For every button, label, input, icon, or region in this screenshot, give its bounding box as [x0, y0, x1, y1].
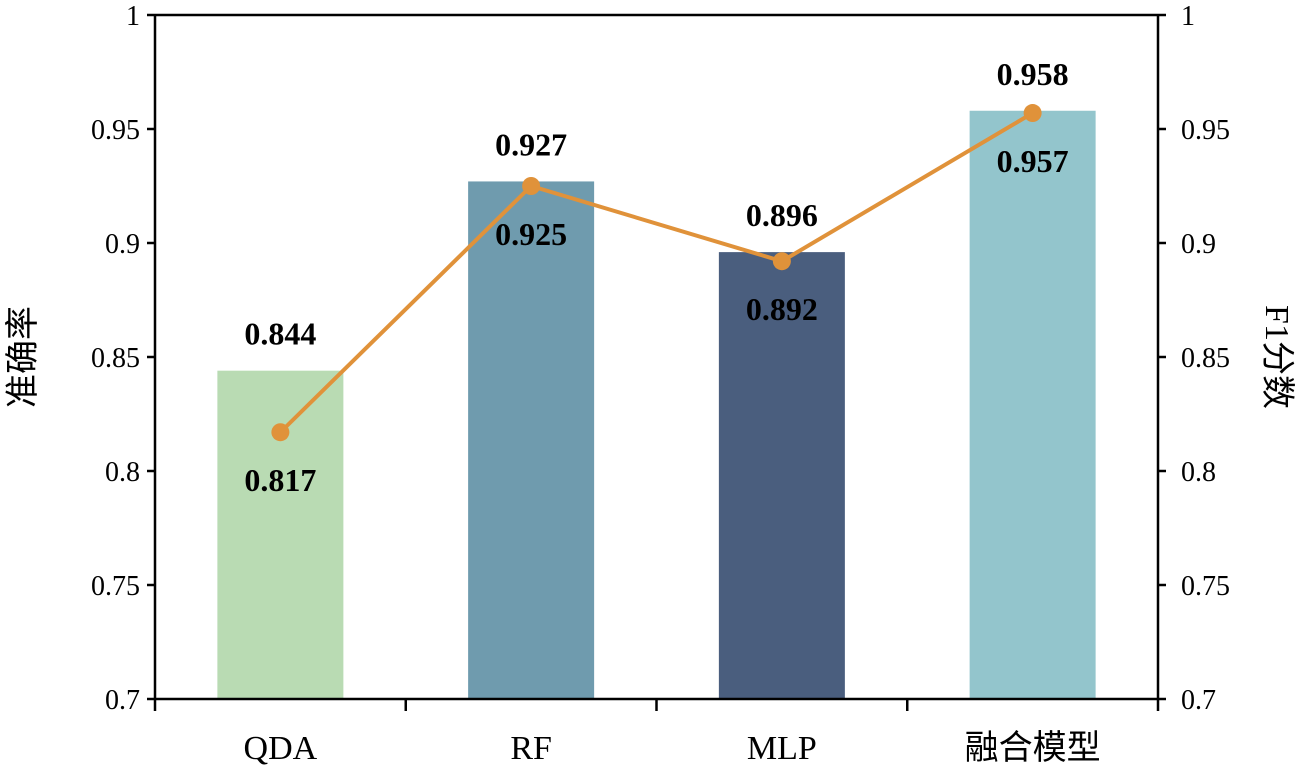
- bar-value-label: 0.958: [997, 56, 1069, 92]
- y-tick-label-left: 1: [126, 1, 140, 32]
- x-tick-label: RF: [510, 730, 552, 767]
- y-tick-label-left: 0.8: [105, 457, 140, 488]
- f1-point-2: [772, 252, 791, 271]
- bar-value-label: 0.844: [244, 316, 316, 352]
- bars-layer: [217, 110, 1096, 699]
- labels-layer: 0.844 0.927 0.896 0.958 0.817 0.925 0.892 0.957: [244, 56, 1068, 498]
- f1-value-label: 0.892: [746, 291, 818, 327]
- bar-1: [468, 181, 595, 699]
- y-tick-label-left: 0.75: [91, 571, 140, 602]
- y-tick-label-left: 0.85: [91, 343, 140, 374]
- x-tick-label: MLP: [747, 730, 817, 767]
- y-axis-title-right: F1分数: [1258, 305, 1296, 409]
- line-layer: [271, 104, 1042, 442]
- axes-layer: 0.7 0.75 0.8 0.85 0.9 0.95 1 0.7 0.75 0.8 0.85 0.9 0…: [91, 1, 1230, 767]
- f1-value-label: 0.957: [997, 143, 1069, 179]
- y-tick-label-right: 1: [1181, 1, 1195, 32]
- bar-0: [217, 370, 344, 699]
- y-tick-label-left: 0.7: [105, 685, 140, 716]
- y-tick-label-right: 0.85: [1181, 343, 1230, 374]
- f1-line: [278, 111, 1034, 434]
- x-tick-label: 融合模型: [965, 729, 1101, 767]
- y-tick-label-right: 0.8: [1181, 457, 1216, 488]
- y-tick-label-right: 0.7: [1181, 685, 1216, 716]
- bar-value-label: 0.896: [746, 197, 818, 233]
- f1-point-3: [1023, 104, 1042, 123]
- f1-value-label: 0.817: [244, 462, 316, 498]
- y-tick-label-right: 0.9: [1181, 229, 1216, 260]
- x-tick-label: QDA: [244, 730, 318, 767]
- y-tick-label-left: 0.95: [91, 115, 140, 146]
- bar-2: [718, 252, 845, 699]
- y-tick-label-right: 0.95: [1181, 115, 1230, 146]
- bar-value-label: 0.927: [495, 126, 567, 162]
- f1-point-1: [522, 177, 541, 195]
- y-tick-label-right: 0.75: [1181, 571, 1230, 602]
- y-tick-label-left: 0.9: [105, 229, 140, 260]
- y-axis-title-left: 准确率: [4, 306, 42, 408]
- f1-value-label: 0.925: [495, 216, 567, 252]
- f1-point-0: [271, 423, 290, 442]
- bar-3: [969, 110, 1096, 699]
